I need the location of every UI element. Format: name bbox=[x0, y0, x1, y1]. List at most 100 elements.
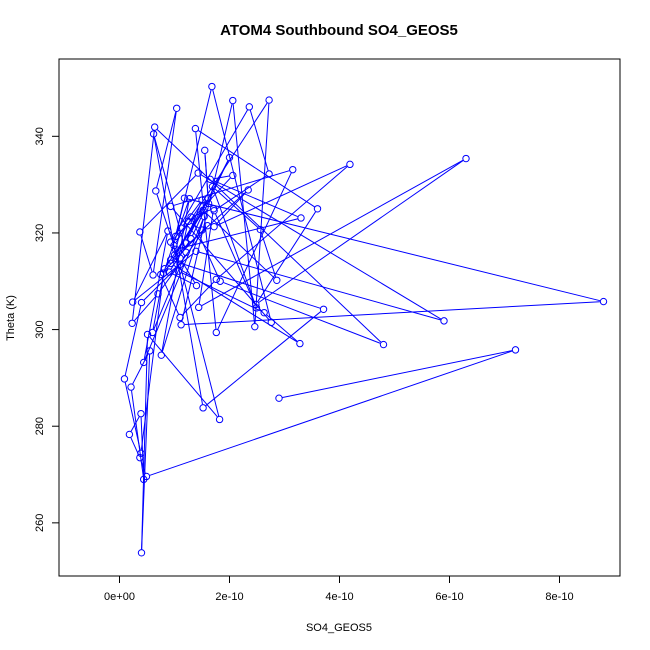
series-segment bbox=[152, 272, 165, 330]
data-point bbox=[210, 207, 218, 215]
series-segment bbox=[192, 220, 220, 279]
series-segment bbox=[205, 212, 275, 279]
series-segment bbox=[172, 208, 270, 320]
data-point bbox=[127, 383, 135, 391]
data-point bbox=[379, 340, 388, 349]
series-segment bbox=[205, 311, 322, 406]
series-segment bbox=[217, 165, 347, 226]
data-point bbox=[140, 475, 148, 484]
series-segment bbox=[153, 111, 177, 272]
series-segment bbox=[173, 264, 298, 343]
y-tick-label: 300 bbox=[34, 320, 46, 338]
data-point bbox=[191, 124, 200, 133]
series-segment bbox=[175, 89, 212, 233]
series-segment bbox=[213, 180, 298, 218]
series-segment bbox=[124, 305, 142, 376]
data-point bbox=[275, 394, 283, 402]
data-point bbox=[313, 205, 322, 213]
series-segment bbox=[184, 301, 600, 326]
data-point bbox=[198, 196, 206, 204]
data-point bbox=[252, 304, 261, 312]
data-point bbox=[440, 317, 448, 325]
series-segment bbox=[249, 110, 269, 171]
data-point bbox=[204, 199, 213, 208]
data-point bbox=[137, 549, 146, 557]
x-axis: 0e+00 2e-10 4e-10 6e-10 8e-10 bbox=[104, 575, 574, 603]
series-segment bbox=[156, 194, 174, 243]
data-point bbox=[137, 298, 146, 307]
data-point bbox=[199, 404, 207, 412]
data-point bbox=[198, 226, 206, 234]
data-point bbox=[212, 328, 221, 337]
data-point bbox=[208, 182, 217, 191]
series-segment bbox=[175, 252, 203, 405]
data-point bbox=[229, 96, 237, 105]
series-points bbox=[120, 82, 608, 557]
series-segment bbox=[154, 137, 186, 249]
series-segment bbox=[257, 211, 316, 302]
series-segment bbox=[134, 296, 157, 321]
data-point bbox=[206, 175, 214, 184]
data-point bbox=[187, 235, 195, 243]
series-segment bbox=[254, 103, 270, 324]
data-point bbox=[199, 206, 207, 214]
series-segment bbox=[186, 203, 202, 240]
series-segment bbox=[218, 166, 348, 278]
x-tick-label: 2e-10 bbox=[215, 591, 243, 603]
series-segment bbox=[172, 109, 248, 240]
series-segment bbox=[195, 132, 217, 329]
data-point bbox=[125, 430, 134, 439]
data-point bbox=[251, 322, 259, 331]
data-point bbox=[462, 154, 470, 163]
series-segment bbox=[131, 390, 144, 476]
series-segment bbox=[181, 272, 262, 312]
series-segment bbox=[192, 160, 229, 236]
data-point bbox=[182, 248, 190, 256]
data-point bbox=[166, 238, 175, 246]
series-segment bbox=[215, 213, 256, 305]
series-segment bbox=[199, 251, 441, 321]
y-axis-label: Theta (K) bbox=[5, 295, 17, 341]
data-point bbox=[177, 321, 185, 329]
series-segment bbox=[181, 260, 196, 283]
data-point bbox=[265, 96, 273, 104]
series-segment bbox=[142, 175, 196, 230]
data-point bbox=[146, 347, 154, 355]
series-segment bbox=[214, 188, 258, 228]
series-segment bbox=[178, 218, 298, 249]
series-segment bbox=[140, 417, 145, 476]
series-segment bbox=[130, 437, 139, 455]
series-segment bbox=[217, 172, 292, 330]
data-point bbox=[245, 103, 254, 111]
data-point bbox=[267, 318, 275, 327]
series-segment bbox=[258, 160, 464, 303]
series-segment bbox=[156, 129, 382, 343]
data-point bbox=[166, 202, 175, 211]
data-point bbox=[154, 290, 162, 298]
series-segment bbox=[213, 189, 256, 305]
series-segment bbox=[156, 111, 177, 188]
x-axis-label: SO4_GEOS5 bbox=[306, 622, 372, 634]
data-point bbox=[297, 214, 305, 222]
series-segment bbox=[223, 282, 381, 344]
data-point bbox=[346, 160, 354, 169]
data-point bbox=[176, 254, 184, 262]
y-axis: 260 280 300 320 340 bbox=[34, 127, 60, 532]
data-point bbox=[137, 449, 145, 457]
data-point bbox=[140, 358, 148, 367]
data-point bbox=[164, 227, 172, 235]
data-point bbox=[260, 308, 268, 317]
series-segment bbox=[187, 198, 601, 302]
data-point bbox=[173, 104, 181, 112]
data-point bbox=[171, 232, 180, 241]
series-segment bbox=[200, 174, 442, 320]
data-point bbox=[136, 228, 144, 236]
series-segment bbox=[124, 382, 141, 450]
y-tick-label: 280 bbox=[34, 417, 46, 435]
chart-title: ATOM4 Southbound SO4_GEOS5 bbox=[220, 22, 458, 39]
data-point bbox=[210, 222, 218, 231]
data-point bbox=[174, 267, 183, 275]
data-point bbox=[149, 130, 158, 138]
data-point bbox=[137, 409, 145, 418]
